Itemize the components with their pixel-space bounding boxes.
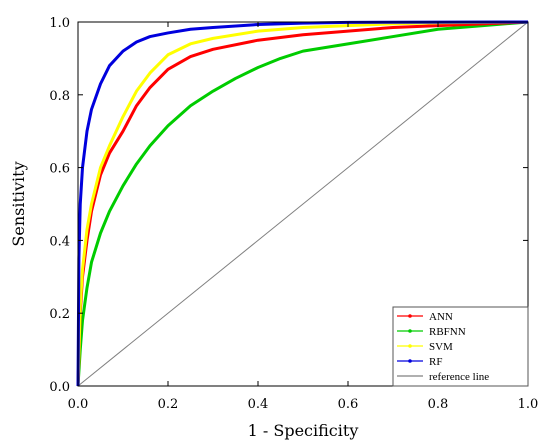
y-axis-title: Sensitivity xyxy=(9,161,28,246)
legend: ANN RBFNN SVM RF reference line xyxy=(392,306,529,387)
y-tick-label: 0.6 xyxy=(49,162,70,177)
legend-label: SVM xyxy=(429,341,453,353)
tick-layer: 0.0 0.2 0.4 0.6 0.8 1.0 0.0 0.2 0.4 0.6 0.8 1.0 xyxy=(49,16,538,412)
legend-marker xyxy=(408,329,412,333)
legend-label: RBFNN xyxy=(429,326,466,338)
x-tick-label: 1.0 xyxy=(518,397,539,412)
series-line-reference xyxy=(77,21,529,387)
series-line-rbfnn xyxy=(76,20,529,387)
plot-frame xyxy=(77,21,529,387)
x-tick-label: 0.8 xyxy=(428,397,449,412)
series-line-rf xyxy=(76,20,529,387)
y-tick-label: 1.0 xyxy=(49,16,70,31)
legend-marker xyxy=(408,344,412,348)
legend-marker xyxy=(408,359,412,363)
legend-marker xyxy=(408,314,412,318)
x-tick-label: 0.6 xyxy=(338,397,359,412)
legend-label: RF xyxy=(429,356,442,368)
x-tick-label: 0.2 xyxy=(158,397,179,412)
legend-label: ANN xyxy=(429,311,453,323)
y-tick-label: 0.8 xyxy=(49,89,70,104)
legend-label: reference line xyxy=(429,371,489,383)
x-tick-label: 0.0 xyxy=(68,397,89,412)
y-tick-label: 0.2 xyxy=(49,307,70,322)
x-axis-title: 1 - Specificity xyxy=(248,421,359,440)
y-tick-label: 0.4 xyxy=(49,234,70,249)
y-tick-label: 0.0 xyxy=(49,380,70,395)
x-tick-label: 0.4 xyxy=(248,397,269,412)
